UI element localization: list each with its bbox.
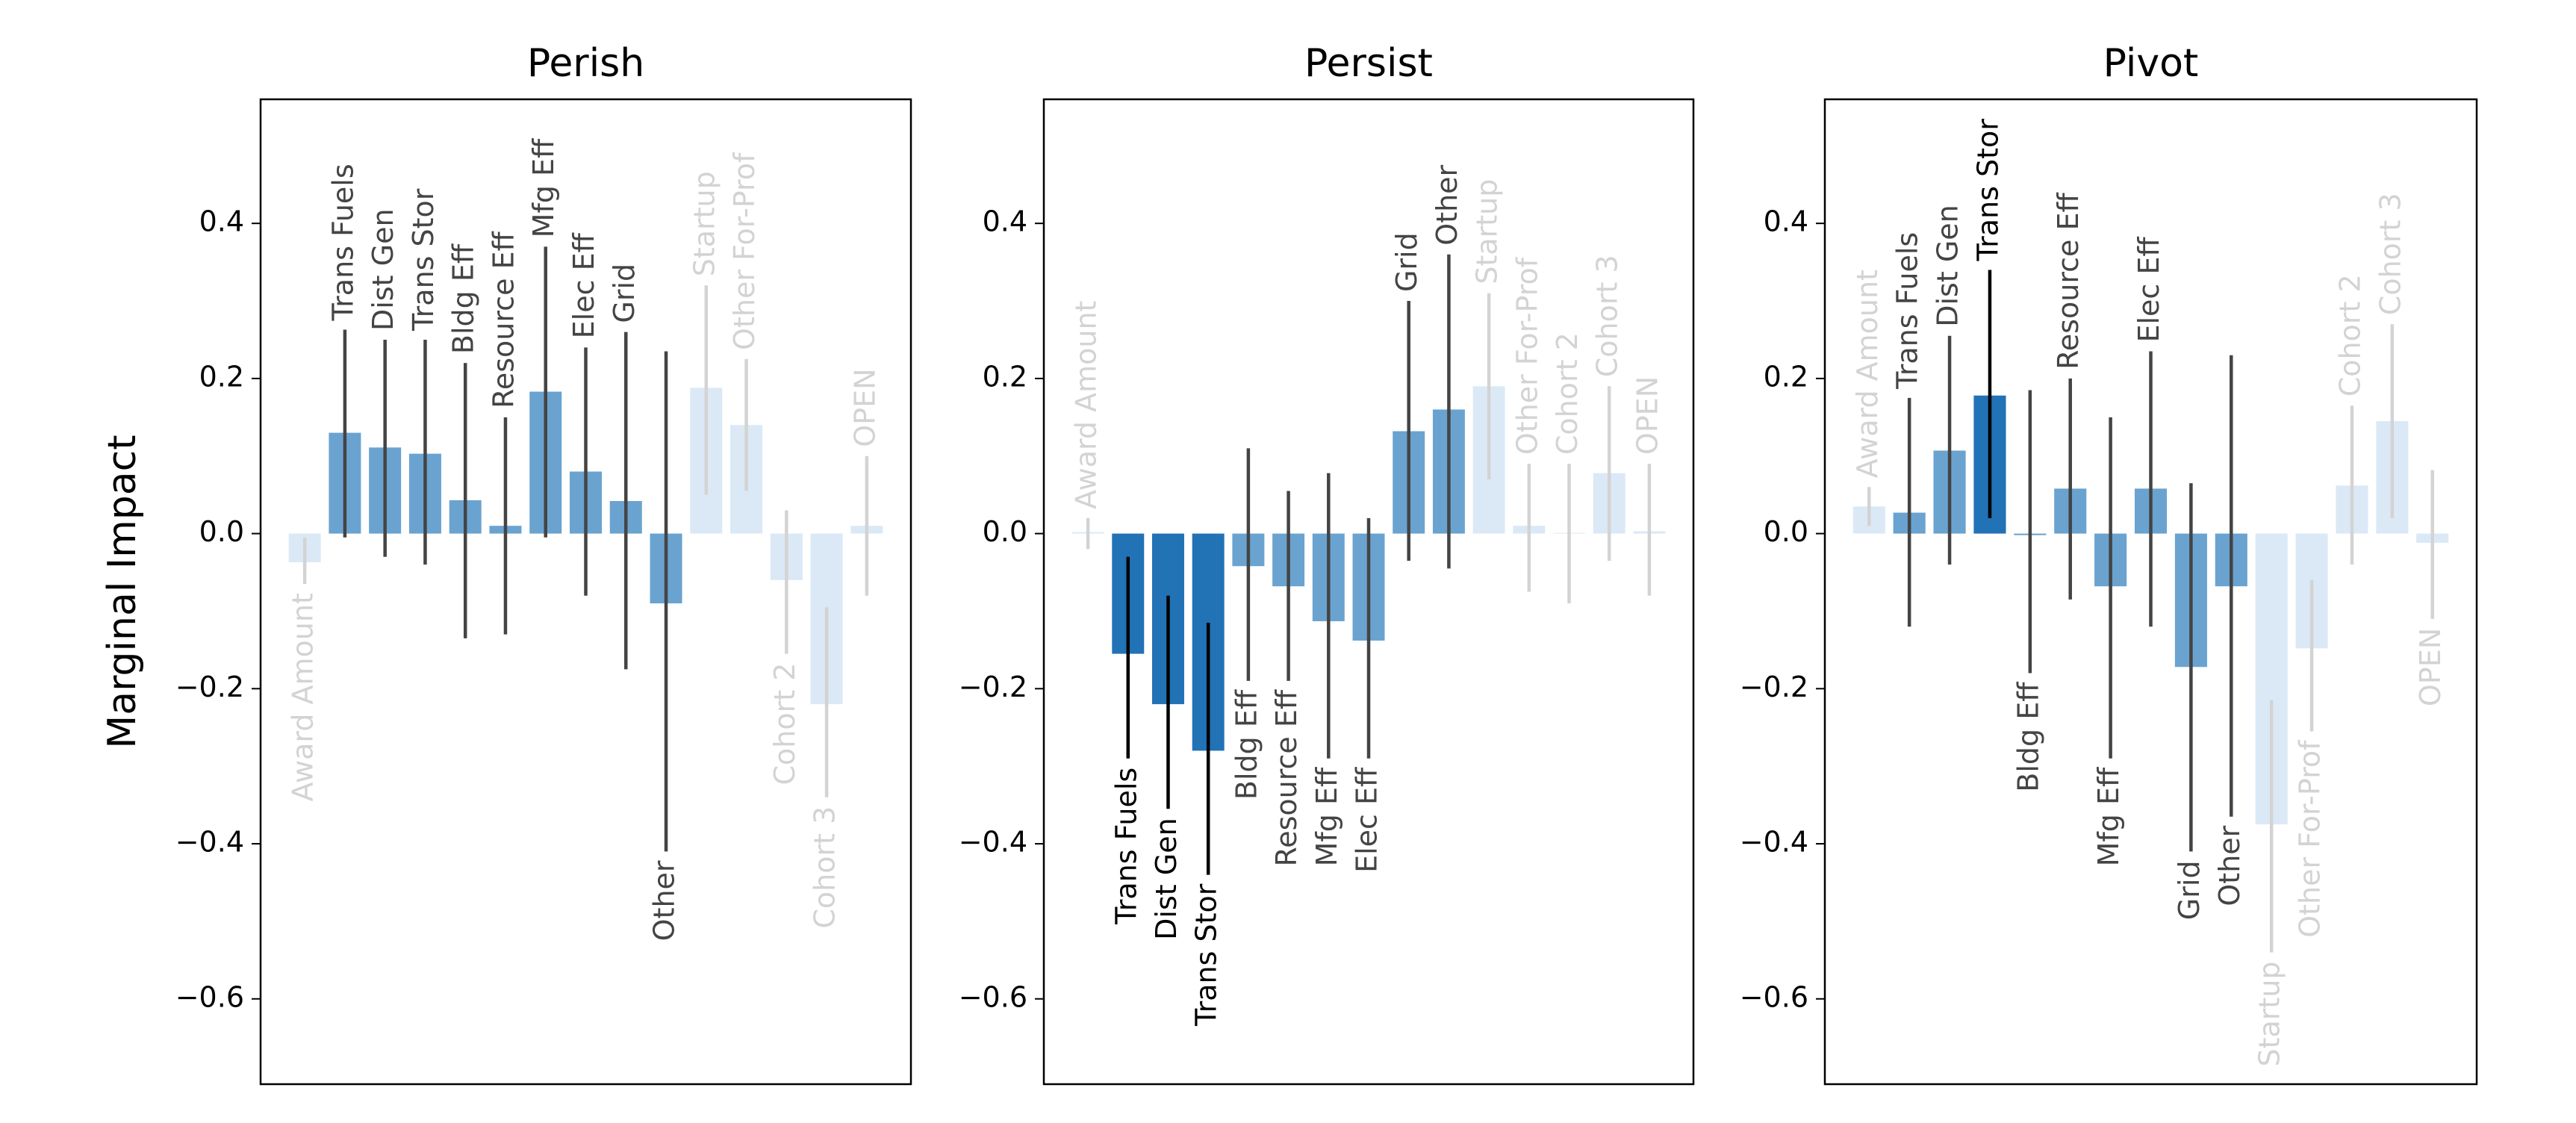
- bar-label: Mfg Eff: [527, 138, 560, 237]
- bar-label: Trans Fuels: [326, 164, 359, 321]
- bar-label: Trans Fuels: [1891, 232, 1924, 390]
- y-tick-label: 0.4: [1764, 205, 1808, 238]
- y-tick-label: 0.0: [199, 515, 244, 548]
- y-tick-label: 0.4: [983, 205, 1027, 238]
- y-tick-label: 0.4: [199, 205, 244, 238]
- bar-label: Award Amount: [287, 593, 320, 801]
- bar-label: Other For-Prof: [1511, 256, 1543, 455]
- y-tick-label: −0.2: [959, 671, 1027, 703]
- plot-frame: [1042, 98, 1695, 1086]
- bar-label: Elec Eff: [1351, 767, 1384, 873]
- y-tick-label: 0.0: [983, 515, 1027, 548]
- panel-title: Perish: [527, 41, 644, 86]
- bar-label: Cohort 2: [1551, 332, 1584, 455]
- bar-label: Bldg Eff: [1230, 689, 1263, 800]
- bar-label: Dist Gen: [1150, 818, 1183, 940]
- panel-title: Pivot: [2103, 41, 2199, 86]
- bar-label: Other: [2213, 825, 2246, 906]
- bar-label: Bldg Eff: [447, 243, 480, 354]
- bar-label: Grid: [608, 264, 641, 323]
- bar-label: Dist Gen: [1932, 205, 1964, 327]
- bar-label: Mfg Eff: [1310, 767, 1343, 866]
- y-tick-label: −0.6: [175, 980, 244, 1013]
- y-tick-label: −0.4: [959, 826, 1027, 859]
- bar-label: OPEN: [1631, 376, 1664, 455]
- y-tick-label: −0.6: [959, 980, 1027, 1013]
- panel-title: Persist: [1304, 41, 1433, 86]
- bar-label: Cohort 2: [2333, 274, 2366, 396]
- y-tick-label: −0.6: [1740, 980, 1808, 1013]
- bar-label: OPEN: [848, 368, 881, 447]
- bar-label: Cohort 3: [809, 806, 841, 929]
- bar-label: Resource Eff: [1270, 689, 1303, 866]
- bar-label: Resource Eff: [487, 231, 520, 408]
- bar-label: OPEN: [2414, 628, 2447, 706]
- bar-label: Cohort 2: [768, 663, 801, 786]
- y-tick-label: −0.2: [1740, 671, 1808, 703]
- bar-label: Elec Eff: [2132, 237, 2165, 343]
- bar-label: Cohort 3: [1591, 255, 1624, 377]
- bar-label: Mfg Eff: [2092, 767, 2125, 866]
- bar-label: Grid: [2173, 860, 2206, 920]
- bar-label: Elec Eff: [567, 232, 600, 338]
- bar-label: Bldg Eff: [2012, 682, 2044, 792]
- y-tick-label: −0.2: [175, 671, 244, 703]
- bar-label: Grid: [1390, 232, 1423, 292]
- bar-label: Startup: [688, 171, 721, 276]
- bar-label: Cohort 3: [2374, 193, 2407, 315]
- bar-label: Other: [648, 860, 681, 941]
- y-tick-label: −0.4: [1740, 826, 1808, 859]
- bar-label: Other For-Prof: [728, 152, 761, 350]
- y-tick-label: 0.2: [1764, 360, 1808, 393]
- y-tick-label: 0.2: [199, 360, 244, 393]
- bar-label: Trans Stor: [407, 188, 440, 332]
- bar-label: Startup: [1471, 179, 1504, 284]
- y-axis-label: Marginal Impact: [100, 435, 145, 748]
- plot-frame: [1823, 98, 2478, 1086]
- bar-label: Other: [1431, 164, 1463, 245]
- y-tick-label: −0.4: [175, 826, 244, 859]
- bar-label: Trans Stor: [1971, 119, 2004, 262]
- bar-label: Resource Eff: [2052, 193, 2085, 370]
- bar-label: Award Amount: [1070, 301, 1103, 509]
- y-tick-label: 0.0: [1764, 515, 1808, 548]
- y-tick-label: 0.2: [983, 360, 1027, 393]
- bar-label: Startup: [2253, 961, 2286, 1066]
- bar-label: Dist Gen: [367, 208, 399, 331]
- plot-frame: [259, 98, 912, 1086]
- bar-label: Other For-Prof: [2294, 739, 2327, 938]
- bar-label: Trans Stor: [1190, 883, 1223, 1027]
- bar-label: Award Amount: [1851, 270, 1884, 478]
- bar-label: Trans Fuels: [1110, 768, 1142, 925]
